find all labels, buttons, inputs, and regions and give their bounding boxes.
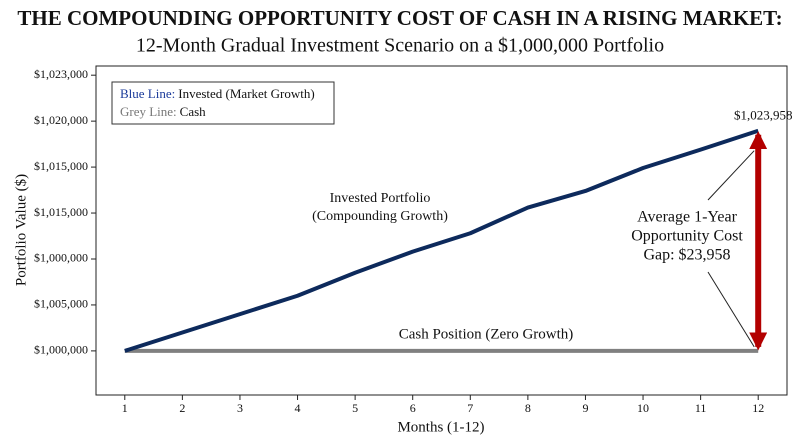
x-tick-label: 3 xyxy=(237,401,243,415)
legend-prefix: Grey Line: xyxy=(120,104,177,119)
invested-annotation: Invested Portfolio xyxy=(330,191,431,206)
x-tick-label: 1 xyxy=(122,401,128,415)
series-line xyxy=(124,128,759,353)
x-tick-label: 11 xyxy=(695,401,707,415)
pointer xyxy=(707,150,755,201)
y-tick-label: $1,005,000 xyxy=(34,297,88,311)
x-tick-label: 6 xyxy=(410,401,416,415)
legend: Blue Line: Invested (Market Growth)Grey L… xyxy=(111,81,335,125)
chart-title: THE COMPOUNDING OPPORTUNITY COST OF CASH… xyxy=(17,6,782,30)
x-tick-label: 5 xyxy=(352,401,358,415)
y-tick-label: $1,015,000 xyxy=(34,159,88,173)
invested-annotation: (Compounding Growth) xyxy=(312,209,448,224)
gap-annotation: Opportunity Cost xyxy=(631,228,743,245)
x-tick-label: 10 xyxy=(637,401,649,415)
y-tick-label: $1,023,000 xyxy=(34,67,88,81)
end-label: $1,023,958 xyxy=(734,108,793,123)
legend-name: Invested (Market Growth) xyxy=(178,86,314,101)
x-tick-label: 4 xyxy=(295,401,301,415)
x-tick-label: 12 xyxy=(752,401,764,415)
gap-annotation: Gap: $23,958 xyxy=(643,247,730,264)
y-tick-label: $1,020,000 xyxy=(34,113,88,127)
x-tick-label: 2 xyxy=(179,401,185,415)
cash-annotation: Cash Position (Zero Growth) xyxy=(399,326,574,342)
x-tick-label: 7 xyxy=(467,401,473,415)
legend-prefix: Blue Line: xyxy=(120,86,175,101)
y-axis-label: Portfolio Value ($) xyxy=(13,174,29,286)
x-axis-label: Months (1-12) xyxy=(397,419,484,435)
pointer xyxy=(707,271,755,348)
legend-box xyxy=(111,81,335,125)
y-tick-label: $1,000,000 xyxy=(34,343,88,357)
y-tick-label: $1,015,000 xyxy=(34,205,88,219)
x-tick-label: 8 xyxy=(525,401,531,415)
y-tick-label: $1,000,000 xyxy=(34,251,88,265)
chart-subtitle: 12-Month Gradual Investment Scenario on … xyxy=(136,35,664,57)
plot-frame xyxy=(95,65,788,396)
x-tick-label: 9 xyxy=(582,401,588,415)
legend-entry: Blue Line: Invested (Market Growth) xyxy=(120,86,315,101)
gap-annotation: Average 1-Year xyxy=(637,209,737,226)
legend-name: Cash xyxy=(180,104,207,119)
legend-entry: Grey Line: Cash xyxy=(120,104,206,119)
